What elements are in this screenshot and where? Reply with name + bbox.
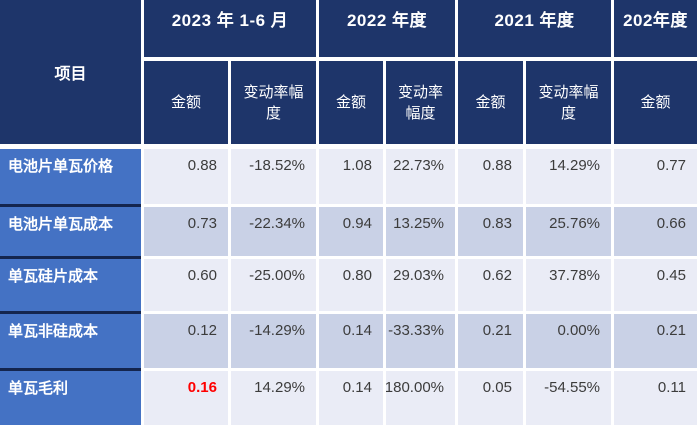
value-cell: -14.29% [231,314,316,371]
value-cell: 22.73% [386,149,455,207]
value-cell: 13.25% [386,207,455,259]
value-cell: 1.08 [319,149,383,207]
value-cell-highlighted: 0.16 [144,371,228,425]
value-cell: 37.78% [526,259,611,314]
value-cell: 0.11 [614,371,697,425]
year-header-2022: 2022 年度 [319,0,455,61]
value-cell: 0.88 [144,149,228,207]
subheader-amount-2021: 金额 [458,61,523,149]
value-cell: -25.00% [231,259,316,314]
value-cell: 0.00% [526,314,611,371]
value-cell: 0.45 [614,259,697,314]
value-cell: 0.73 [144,207,228,259]
value-cell: 0.83 [458,207,523,259]
subheader-change-rate-2021: 变动率幅度 [526,61,611,149]
row-label: 单瓦非硅成本 [0,314,141,371]
value-cell: 0.14 [319,314,383,371]
value-cell: 14.29% [231,371,316,425]
corner-header-item: 项目 [0,0,141,149]
subheader-amount-2022: 金额 [319,61,383,149]
value-cell: 25.76% [526,207,611,259]
value-cell: 0.21 [458,314,523,371]
value-cell: 180.00% [386,371,455,425]
row-label: 电池片单瓦价格 [0,149,141,207]
value-cell: 0.60 [144,259,228,314]
value-cell: 0.77 [614,149,697,207]
row-label: 单瓦毛利 [0,371,141,425]
value-cell: 14.29% [526,149,611,207]
value-cell: -22.34% [231,207,316,259]
row-label: 单瓦硅片成本 [0,259,141,314]
value-cell: -33.33% [386,314,455,371]
year-header-2021: 2021 年度 [458,0,611,61]
value-cell: 0.80 [319,259,383,314]
subheader-amount-2020: 金额 [614,61,697,149]
value-cell: 0.94 [319,207,383,259]
year-header-2023: 2023 年 1-6 月 [144,0,316,61]
subheader-change-rate-2023: 变动率幅度 [231,61,316,149]
value-cell: 0.21 [614,314,697,371]
row-label: 电池片单瓦成本 [0,207,141,259]
value-cell: 0.88 [458,149,523,207]
value-cell: 0.62 [458,259,523,314]
value-cell: 0.66 [614,207,697,259]
year-header-2020: 202年度 [614,0,697,61]
value-cell: 0.12 [144,314,228,371]
value-cell: -18.52% [231,149,316,207]
value-cell: 29.03% [386,259,455,314]
subheader-amount-2023: 金额 [144,61,228,149]
subheader-change-rate-2022: 变动率幅度 [386,61,455,149]
value-cell: -54.55% [526,371,611,425]
value-cell: 0.14 [319,371,383,425]
value-cell: 0.05 [458,371,523,425]
